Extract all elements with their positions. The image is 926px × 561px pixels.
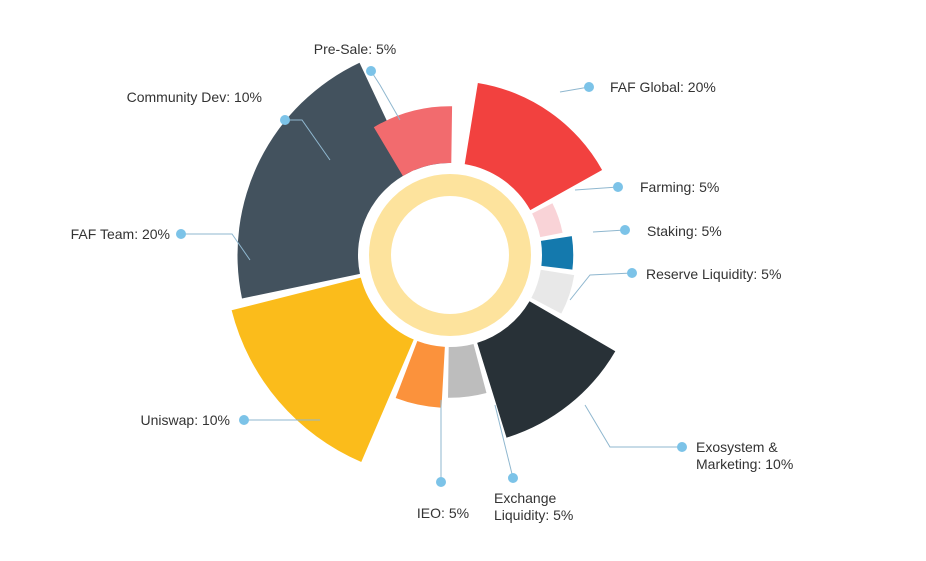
dot-reserve-liquidity [627, 268, 637, 278]
label-ieo: IEO: 5% [417, 505, 469, 521]
dot-uniswap [239, 415, 249, 425]
dot-staking [620, 225, 630, 235]
label-faf-team: FAF Team: 20% [71, 226, 170, 242]
dot-faf-global [584, 82, 594, 92]
segment-faf-team [237, 62, 411, 299]
label-line: Liquidity: 5% [494, 507, 573, 523]
dot-exchange-liquidity [508, 473, 518, 483]
leader-farming [574, 186, 619, 191]
dot-faf-team [176, 229, 186, 239]
leader-community-dev [285, 119, 331, 161]
segment-farming [532, 203, 563, 238]
dot-ieo [436, 477, 446, 487]
label-faf-global: FAF Global: 20% [610, 79, 716, 95]
label-farming: Farming: 5% [640, 179, 719, 195]
segment-faf-global [464, 82, 603, 211]
chart-segments [231, 62, 616, 463]
dot-exosystem-marketing [677, 442, 687, 452]
label-line: Exchange [494, 490, 556, 506]
label-line: Marketing: 10% [696, 456, 793, 472]
label-staking: Staking: 5% [647, 223, 722, 239]
segment-labels: FAF Global: 20% Farming: 5% Staking: 5% Res… [71, 41, 794, 523]
label-uniswap: Uniswap: 10% [141, 412, 231, 428]
center-ring [369, 174, 531, 336]
label-exchange-liquidity: Exchange Liquidity: 5% [494, 490, 573, 523]
leader-pre-sale [370, 70, 401, 121]
center-hole [392, 197, 508, 313]
segment-staking [540, 236, 574, 270]
dot-pre-sale [366, 66, 376, 76]
label-community-dev: Community Dev: 10% [127, 89, 262, 105]
dot-community-dev [280, 115, 290, 125]
leader-lines [176, 66, 687, 487]
segment-uniswap [231, 277, 414, 463]
center-ring-stroke [369, 174, 531, 336]
leader-exchange-liquidity [494, 404, 514, 479]
dot-farming [613, 182, 623, 192]
label-exosystem-marketing: Exosystem & Marketing: 10% [696, 439, 793, 472]
label-pre-sale: Pre-Sale: 5% [314, 41, 396, 57]
leader-exosystem-marketing [584, 404, 682, 448]
label-line: Exosystem & [696, 439, 778, 455]
segment-reserve-liquidity [531, 269, 575, 314]
segment-pre-sale [373, 106, 453, 176]
segment-exosystem-marketing [477, 301, 616, 438]
leader-reserve-liquidity [569, 272, 633, 301]
label-reserve-liquidity: Reserve Liquidity: 5% [646, 266, 781, 282]
leader-staking [592, 229, 626, 233]
segment-ieo [395, 341, 445, 408]
leader-faf-team [181, 233, 251, 261]
segment-exchange-liquidity [448, 343, 487, 398]
